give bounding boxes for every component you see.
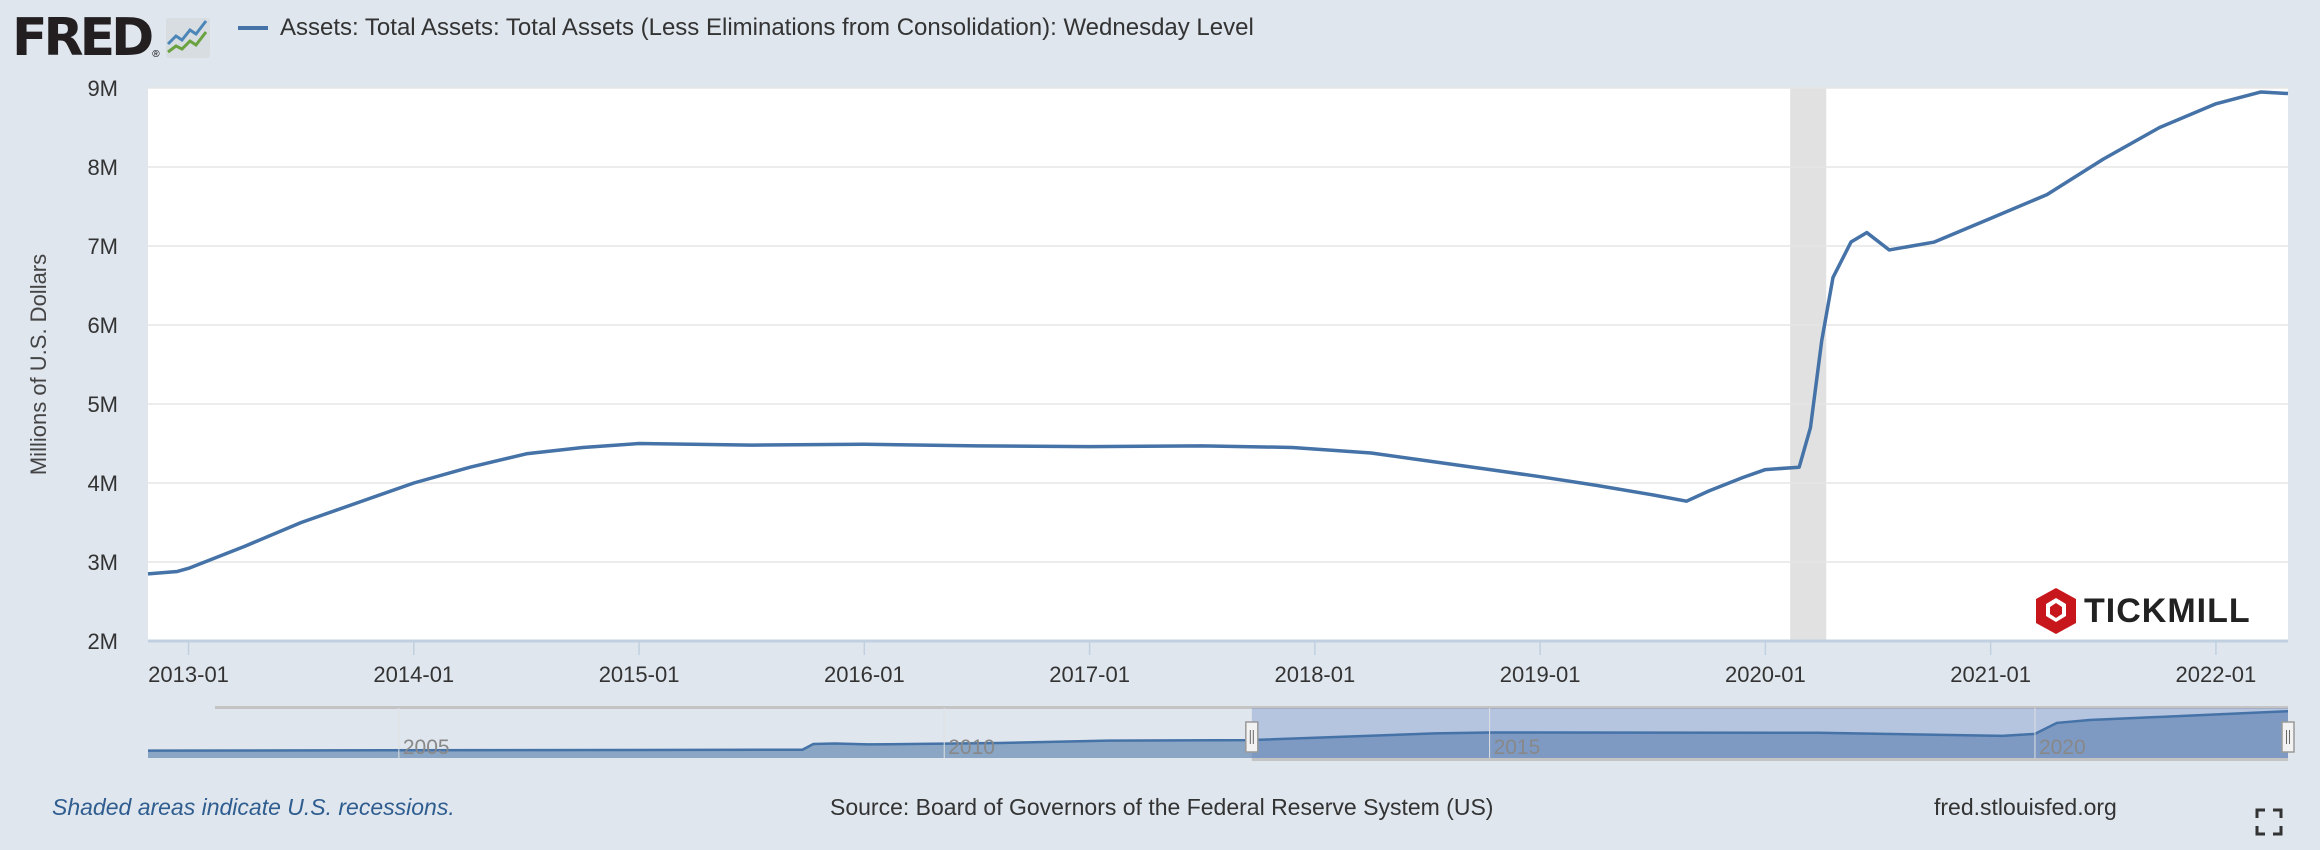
x-tick-label: 2018-01	[1274, 662, 1355, 687]
navigator-right-handle[interactable]	[2281, 721, 2295, 753]
site-link[interactable]: fred.stlouisfed.org	[1934, 794, 2117, 820]
x-tick-label: 2022-01	[2176, 662, 2257, 687]
fullscreen-icon[interactable]	[2255, 808, 2283, 836]
plot-area	[148, 88, 2288, 641]
x-tick-label: 2019-01	[1500, 662, 1581, 687]
recession-note: Shaded areas indicate U.S. recessions.	[52, 794, 455, 820]
navigator-tick-label: 2020	[2039, 736, 2086, 759]
x-tick-label: 2020-01	[1725, 662, 1806, 687]
y-tick-label: 4M	[87, 471, 118, 496]
y-tick-label: 6M	[87, 313, 118, 338]
recession-band	[1790, 88, 1827, 641]
x-tick-label: 2017-01	[1049, 662, 1130, 687]
series-swatch	[238, 26, 268, 30]
navigator-area	[148, 711, 2288, 758]
y-tick-label: 2M	[87, 629, 118, 654]
y-tick-label: 3M	[87, 550, 118, 575]
tickmill-logo-icon	[2036, 588, 2076, 634]
series-title: Assets: Total Assets: Total Assets (Less…	[280, 14, 1254, 41]
x-tick-label: 2015-01	[599, 662, 680, 687]
x-tick-label: 2016-01	[824, 662, 905, 687]
y-tick-label: 9M	[87, 76, 118, 101]
navigator-bottom-border	[1251, 758, 2288, 761]
navigator-tick-label: 2015	[1494, 736, 1541, 759]
navigator-left-handle[interactable]	[1245, 721, 1259, 753]
series-line	[147, 90, 2289, 576]
fred-graph-icon	[165, 18, 210, 58]
chart-legend-title: Assets: Total Assets: Total Assets (Less…	[238, 14, 1254, 42]
x-tick-label: 2014-01	[373, 662, 454, 687]
navigator-top-border	[215, 706, 2288, 709]
tickmill-text: TICKMILL	[2084, 591, 2251, 630]
y-tick-label: 5M	[87, 392, 118, 417]
y-axis-label: Millions of U.S. Dollars	[26, 254, 51, 475]
fred-logo[interactable]: FRED ®	[12, 8, 210, 68]
navigator-tick-label: 2005	[403, 736, 450, 759]
registered-mark: ®	[152, 49, 160, 60]
x-tick-label: 2013-01	[148, 662, 229, 687]
source-text: Source: Board of Governors of the Federa…	[830, 794, 1494, 820]
navigator-line	[147, 709, 2289, 752]
x-tick-label: 2021-01	[1950, 662, 2031, 687]
y-tick-label: 8M	[87, 155, 118, 180]
y-tick-label: 7M	[87, 234, 118, 259]
fred-logo-text: FRED	[12, 8, 154, 68]
navigator-tick-label: 2010	[948, 736, 995, 759]
tickmill-watermark: TICKMILL	[2036, 588, 2251, 634]
